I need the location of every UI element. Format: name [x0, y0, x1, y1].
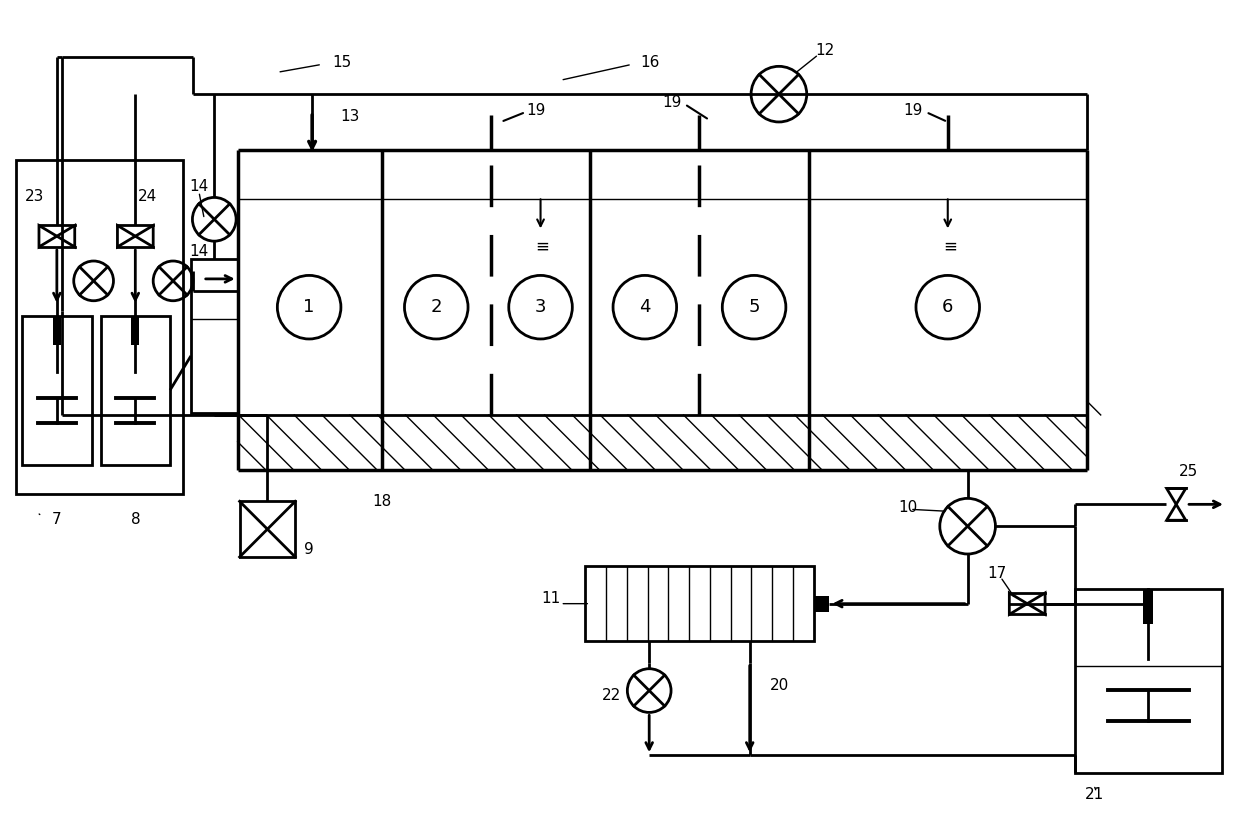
Bar: [131, 315, 139, 346]
Bar: [813, 596, 828, 612]
Text: 5: 5: [748, 298, 760, 316]
Text: 1: 1: [304, 298, 315, 316]
Bar: [585, 566, 813, 641]
Bar: [22, 315, 92, 465]
Text: 2: 2: [430, 298, 441, 316]
Text: 10: 10: [899, 500, 918, 515]
Bar: [1075, 589, 1221, 773]
Text: 6: 6: [942, 298, 954, 316]
Text: 17: 17: [988, 566, 1007, 582]
Bar: [16, 159, 184, 494]
Bar: [191, 259, 238, 413]
Text: 23: 23: [25, 189, 45, 204]
Text: 4: 4: [639, 298, 651, 316]
Text: 14: 14: [190, 179, 208, 194]
Text: 19: 19: [526, 103, 546, 118]
Text: 24: 24: [138, 189, 157, 204]
Text: 18: 18: [372, 493, 392, 509]
Text: 15: 15: [332, 55, 351, 70]
Text: 25: 25: [1178, 464, 1198, 479]
Text: 19: 19: [903, 103, 923, 118]
Text: 3: 3: [534, 298, 547, 316]
Text: 16: 16: [640, 55, 660, 70]
Text: 21: 21: [1085, 787, 1105, 801]
Text: 8: 8: [130, 511, 140, 527]
Text: 7: 7: [52, 511, 62, 527]
Bar: [1143, 589, 1153, 623]
Text: 11: 11: [541, 592, 560, 606]
Text: 20: 20: [770, 678, 789, 693]
Bar: [53, 315, 61, 346]
Text: 14: 14: [190, 243, 208, 258]
Text: ≡: ≡: [536, 237, 549, 255]
Bar: [239, 502, 295, 557]
Text: 13: 13: [340, 109, 360, 124]
Text: 9: 9: [304, 542, 314, 556]
Bar: [100, 315, 170, 465]
Text: ≡: ≡: [942, 237, 957, 255]
Text: 22: 22: [601, 688, 621, 703]
Text: 19: 19: [662, 95, 681, 109]
Text: 12: 12: [815, 43, 835, 58]
